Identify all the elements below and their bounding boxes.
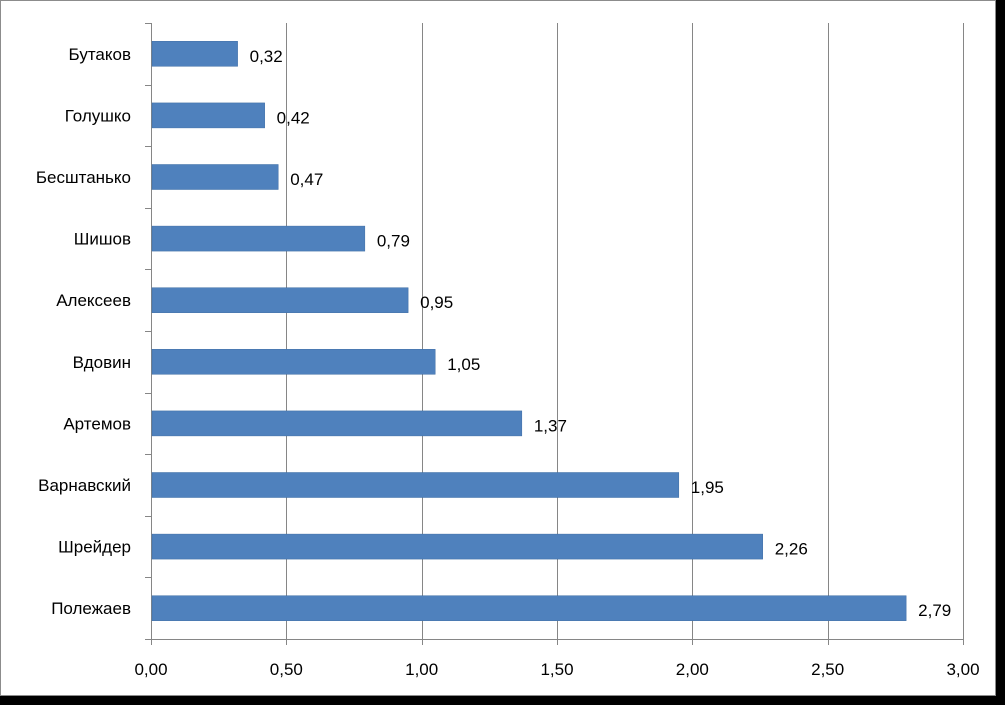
bar-chart: 0,00 0,50 1,00 1,50 2,00 2,50 3,00 Бутаков 0,32 Г… xyxy=(36,23,980,679)
x-tick-label: 1,00 xyxy=(405,660,438,679)
x-tick-label: 0,00 xyxy=(134,660,167,679)
bar-3 xyxy=(151,164,279,190)
x-tick-label: 1,50 xyxy=(540,660,573,679)
bar-4 xyxy=(151,225,366,252)
category-label: Вдовин xyxy=(73,353,131,372)
category-label: Голушко xyxy=(65,106,131,125)
data-label: 1,05 xyxy=(447,355,480,374)
bar-6 xyxy=(151,349,436,375)
bar-1 xyxy=(151,41,238,67)
data-label: 1,95 xyxy=(691,478,724,497)
bar-10 xyxy=(151,595,907,621)
category-label: Варнавский xyxy=(38,476,131,495)
data-label: 2,26 xyxy=(775,540,808,559)
bar-7 xyxy=(151,410,523,437)
labels: 0,00 0,50 1,00 1,50 2,00 2,50 3,00 Бутаков 0,32 Г… xyxy=(36,45,980,679)
bar-9 xyxy=(151,533,763,560)
x-tick-label: 3,00 xyxy=(946,660,979,679)
data-label: 2,79 xyxy=(918,601,951,620)
x-tick-label: 2,00 xyxy=(676,660,709,679)
chart-frame: 0,00 0,50 1,00 1,50 2,00 2,50 3,00 Бутаков 0,32 Г… xyxy=(0,0,996,696)
category-label: Шрейдер xyxy=(58,538,131,557)
data-label: 0,32 xyxy=(250,47,283,66)
bars xyxy=(151,41,907,621)
bar-5 xyxy=(151,287,409,313)
category-label: Алексеев xyxy=(56,291,131,310)
category-label: Бесштанько xyxy=(36,168,131,187)
axes xyxy=(145,23,964,645)
bar-8 xyxy=(151,472,680,498)
data-label: 0,95 xyxy=(420,293,453,312)
data-label: 0,79 xyxy=(377,232,410,251)
x-tick-label: 0,50 xyxy=(270,660,303,679)
x-tick-label: 2,50 xyxy=(811,660,844,679)
category-label: Артемов xyxy=(63,414,131,433)
data-label: 0,42 xyxy=(277,108,310,127)
data-label: 1,37 xyxy=(534,416,567,435)
bar-2 xyxy=(151,102,265,129)
data-label: 0,47 xyxy=(290,170,323,189)
category-label: Бутаков xyxy=(69,45,131,64)
category-label: Полежаев xyxy=(51,599,131,618)
category-label: Шишов xyxy=(74,230,131,249)
